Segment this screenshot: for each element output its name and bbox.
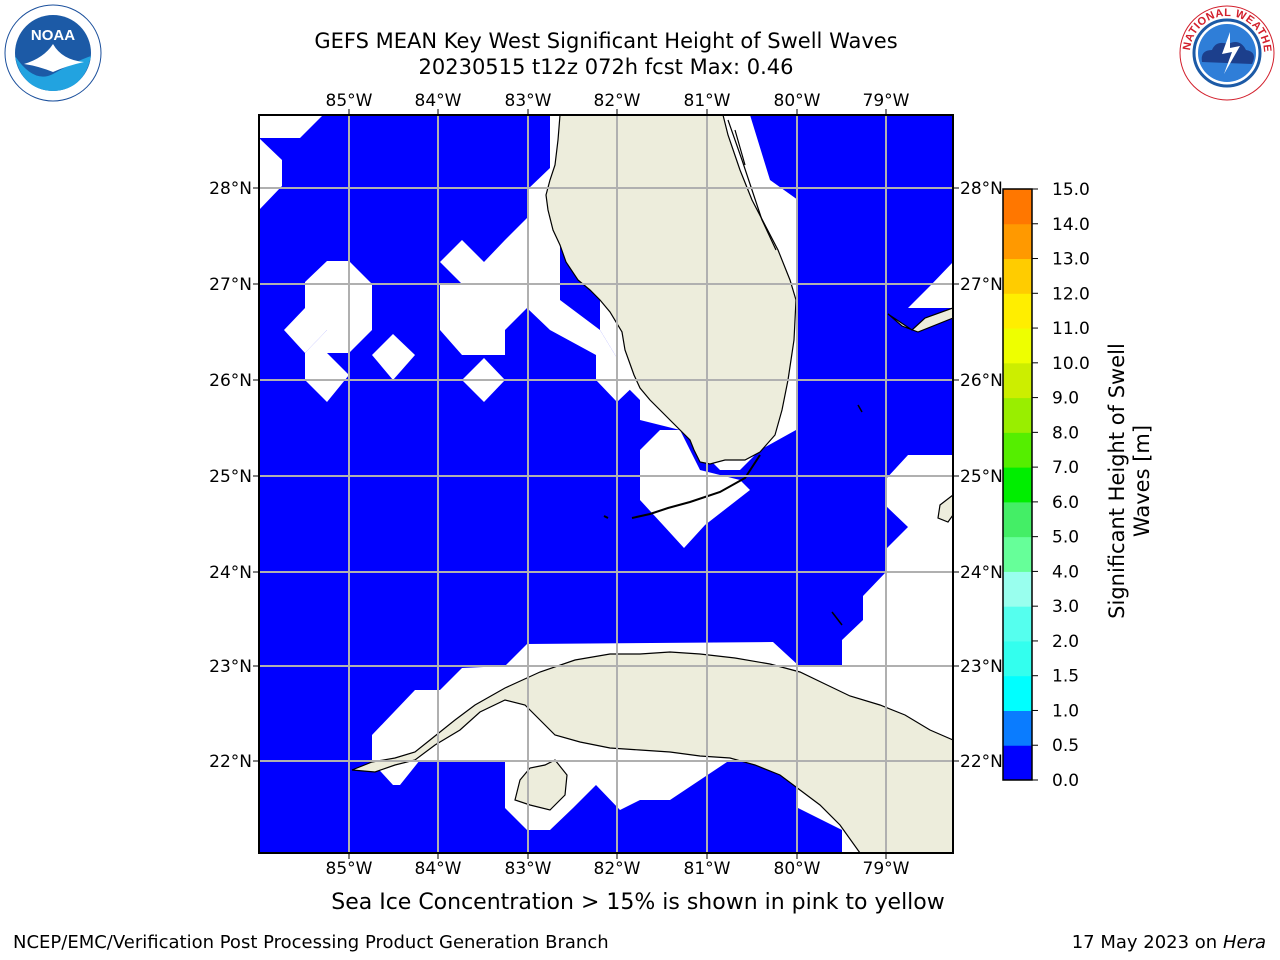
colorbar-segment xyxy=(1003,223,1032,260)
colorbar-tick-label: 8.0 xyxy=(1052,423,1079,443)
lat-label-left: 28°N xyxy=(209,179,252,199)
colorbar-title-line2: Waves [m] xyxy=(1130,424,1154,538)
lat-label-right: 25°N xyxy=(960,467,1003,487)
colorbar-segment xyxy=(1003,467,1032,503)
lat-label-right: 27°N xyxy=(960,275,1003,295)
colorbar-segment xyxy=(1003,501,1032,538)
colorbar-segment xyxy=(1003,397,1032,433)
noaa-logo-icon: NOAA xyxy=(4,4,102,102)
colorbar-title-line1: Significant Height of Swell xyxy=(1105,343,1129,619)
lon-label-top: 79°W xyxy=(863,91,910,111)
lon-label-bottom: 85°W xyxy=(326,859,373,879)
colorbar-segment xyxy=(1003,675,1032,711)
host-text: Hera xyxy=(1222,932,1266,953)
date-text: 17 May 2023 on xyxy=(1071,932,1218,953)
map-subtitle: 20230515 t12z 072h fcst Max: 0.46 xyxy=(418,55,794,79)
colorbar-tick-label: 11.0 xyxy=(1052,319,1090,339)
colorbar-tick-label: 12.0 xyxy=(1052,284,1090,304)
lat-label-right: 22°N xyxy=(960,752,1003,772)
colorbar-tick-label: 5.0 xyxy=(1052,528,1079,548)
lat-label-left: 26°N xyxy=(209,371,252,391)
bahamas-land xyxy=(887,307,953,333)
colorbar-tick-label: 14.0 xyxy=(1052,215,1090,235)
colorbar-tick-label: 15.0 xyxy=(1052,180,1090,200)
map-title: GEFS MEAN Key West Significant Height of… xyxy=(314,29,898,53)
lat-label-right: 23°N xyxy=(960,657,1003,677)
lon-label-bottom: 84°W xyxy=(415,859,462,879)
lat-label-left: 22°N xyxy=(209,752,252,772)
colorbar-tick-label: 1.0 xyxy=(1052,701,1079,721)
colorbar-tick-label: 0.0 xyxy=(1052,771,1079,791)
lat-label-left: 27°N xyxy=(209,275,252,295)
colorbar-tick-label: 9.0 xyxy=(1052,389,1079,409)
colorbar-segment xyxy=(1003,362,1032,399)
colorbar-segment xyxy=(1003,536,1032,572)
lon-label-bottom: 82°W xyxy=(594,859,641,879)
nws-logo-icon: NATIONAL WEATHER SERVICE xyxy=(1178,4,1275,101)
colorbar-segment xyxy=(1003,328,1032,364)
lon-label-top: 85°W xyxy=(326,91,373,111)
colorbar-tick-label: 1.5 xyxy=(1052,667,1079,687)
colorbar-segment xyxy=(1003,189,1032,225)
colorbar-tick-label: 4.0 xyxy=(1052,562,1079,582)
colorbar-segment xyxy=(1003,571,1032,607)
lon-label-top: 83°W xyxy=(505,91,552,111)
colorbar-segment xyxy=(1003,745,1032,781)
lon-label-bottom: 81°W xyxy=(684,859,731,879)
lat-label-left: 24°N xyxy=(209,563,252,583)
lon-label-top: 82°W xyxy=(594,91,641,111)
lat-label-right: 24°N xyxy=(960,563,1003,583)
florida-land xyxy=(545,115,797,465)
lat-label-left: 23°N xyxy=(209,657,252,677)
lat-label-left: 25°N xyxy=(209,467,252,487)
colorbar-segment xyxy=(1003,606,1032,642)
sea-ice-note: Sea Ice Concentration > 15% is shown in … xyxy=(331,890,945,915)
colorbar-tick-label: 2.0 xyxy=(1052,632,1079,652)
colorbar-segment xyxy=(1003,432,1032,468)
colorbar-tick-label: 10.0 xyxy=(1052,354,1090,374)
colorbar xyxy=(1002,188,1033,781)
colorbar-tick-label: 13.0 xyxy=(1052,250,1090,270)
map-frame xyxy=(258,114,954,854)
colorbar-tick-label: 7.0 xyxy=(1052,458,1079,478)
lon-label-top: 81°W xyxy=(684,91,731,111)
lon-label-bottom: 83°W xyxy=(505,859,552,879)
date-stamp: 17 May 2023 on Hera xyxy=(1072,932,1266,953)
graticule xyxy=(259,115,953,853)
credit-text: NCEP/EMC/Verification Post Processing Pr… xyxy=(13,932,609,953)
colorbar-tick-label: 0.5 xyxy=(1052,736,1079,756)
colorbar-segment xyxy=(1003,258,1032,294)
lat-label-right: 26°N xyxy=(960,371,1003,391)
lon-label-top: 84°W xyxy=(415,91,462,111)
colorbar-segment xyxy=(1003,293,1032,329)
colorbar-tick-label: 6.0 xyxy=(1052,493,1079,513)
lon-label-top: 80°W xyxy=(774,91,821,111)
colorbar-segment xyxy=(1003,640,1032,677)
lat-label-right: 28°N xyxy=(960,179,1003,199)
lon-label-bottom: 79°W xyxy=(863,859,910,879)
lon-label-bottom: 80°W xyxy=(774,859,821,879)
colorbar-ticks: 0.0 0.5 1.0 1.5 2.0 3.0 4.0 5.0 6.0 7.0 8.0 9.0 10.0… xyxy=(1032,180,1090,791)
colorbar-segment xyxy=(1003,710,1032,746)
noaa-logo-text: NOAA xyxy=(31,27,75,44)
colorbar-frame xyxy=(1002,188,1033,781)
colorbar-tick-label: 3.0 xyxy=(1052,597,1079,617)
